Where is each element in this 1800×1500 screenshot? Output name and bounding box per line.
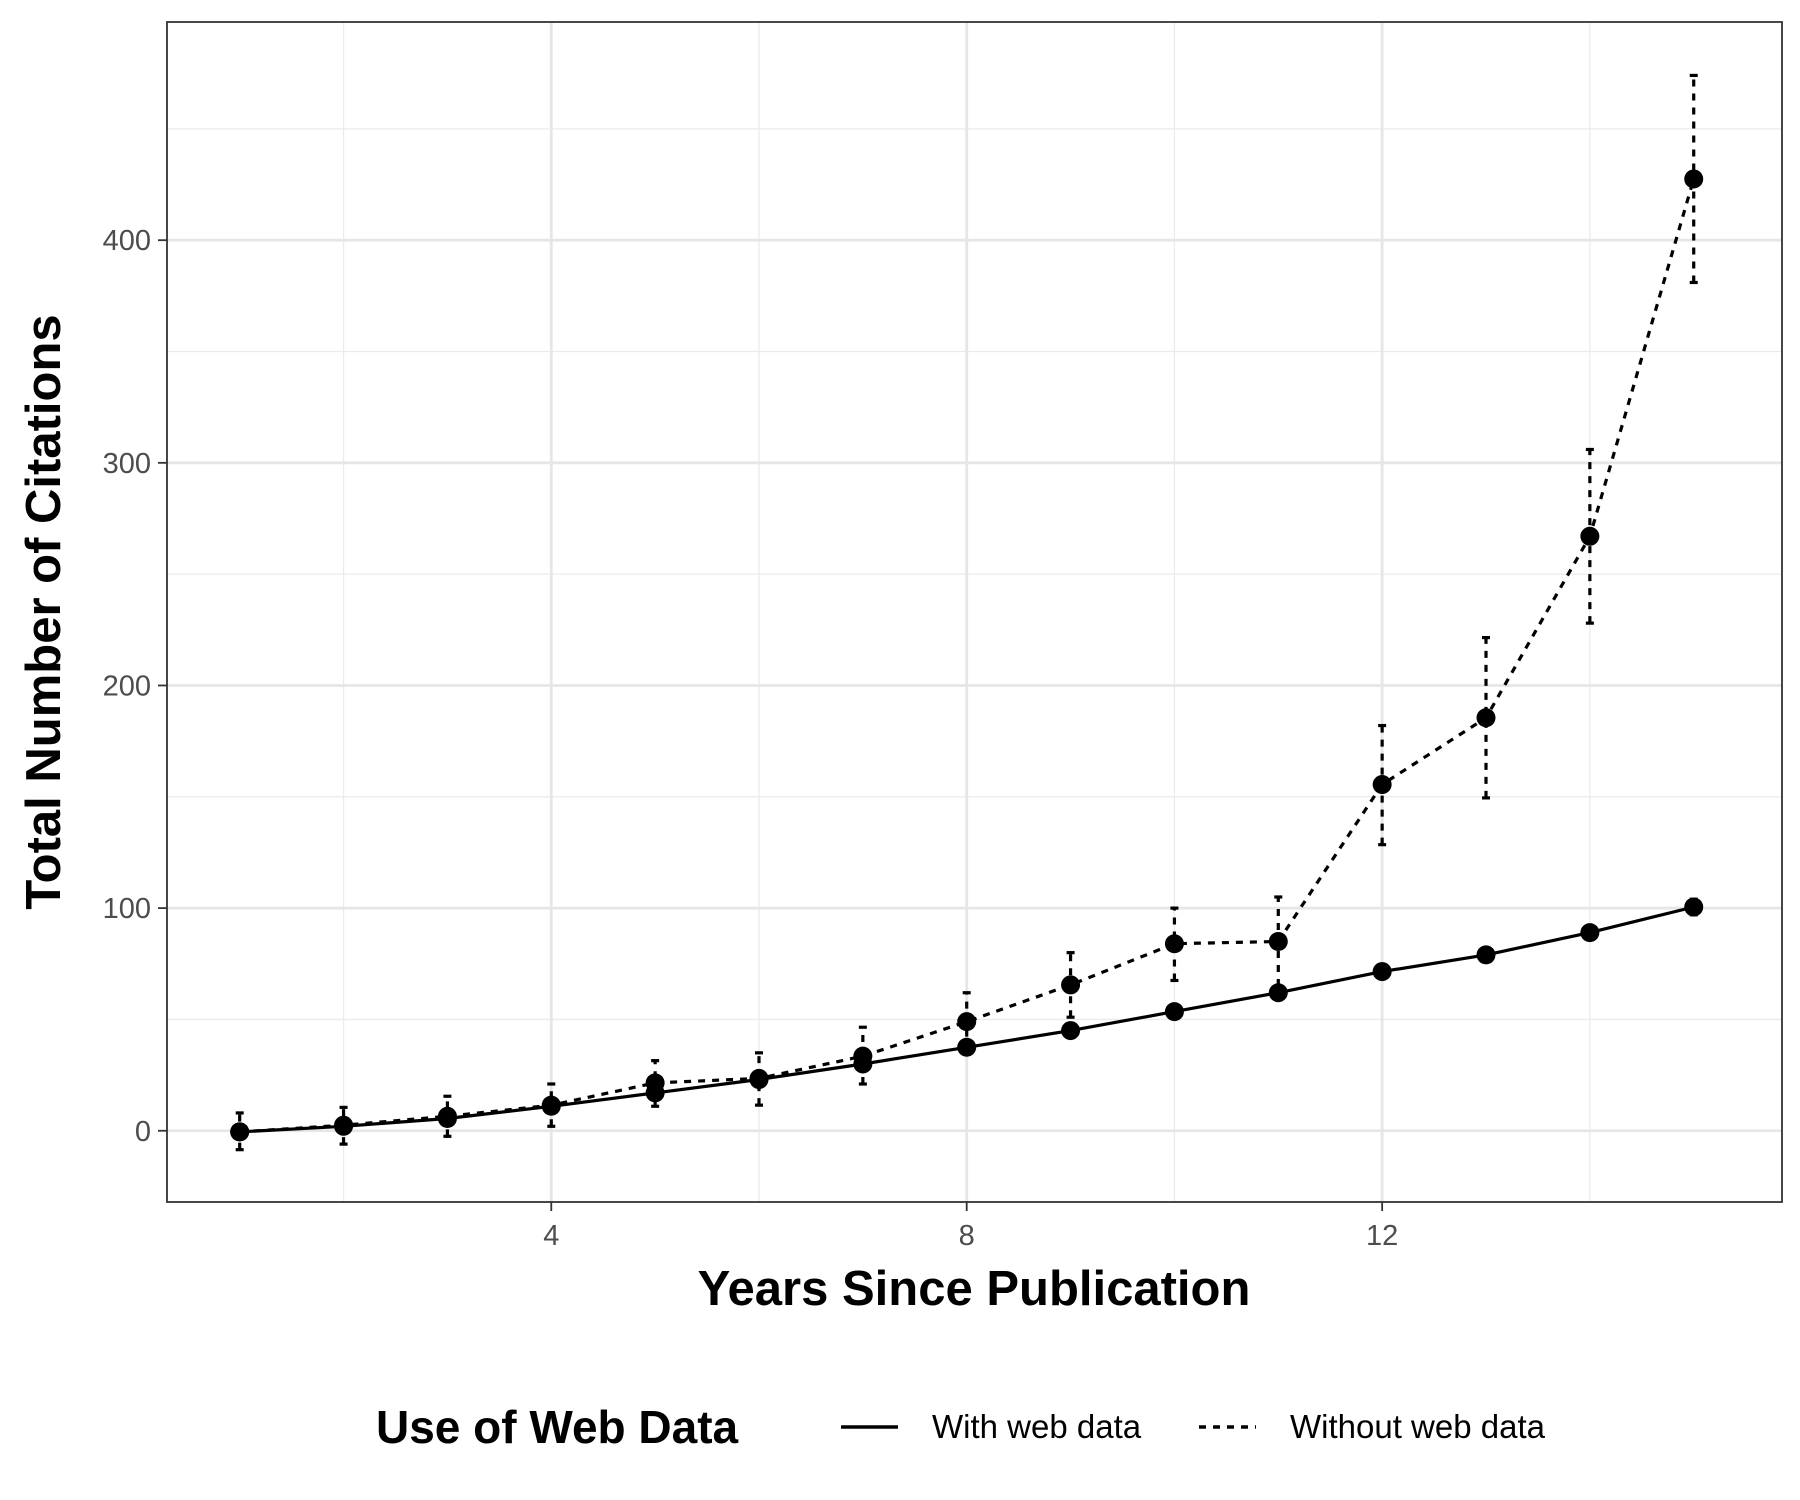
data-series xyxy=(230,73,1704,1152)
x-tick-label: 4 xyxy=(543,1220,559,1252)
data-point-without-web-data xyxy=(1061,975,1081,995)
y-tick-label: 300 xyxy=(103,448,151,480)
series-line-without-web-data xyxy=(239,178,1696,1134)
x-tick-label: 12 xyxy=(1366,1220,1398,1252)
legend: Use of Web Data With web data Without we… xyxy=(376,1401,1546,1453)
data-point-without-web-data xyxy=(230,1122,250,1142)
legend-label-without-web-data: Without web data xyxy=(1290,1408,1546,1445)
data-point-with-web-data xyxy=(1372,962,1392,982)
y-tick-label: 200 xyxy=(103,670,151,702)
x-tick-label: 8 xyxy=(959,1220,975,1252)
data-point-without-web-data xyxy=(957,1012,977,1032)
y-tick-label: 400 xyxy=(103,225,151,257)
plot-border xyxy=(166,21,1783,1203)
axes: 4 8 12 0 100 200 300 400 xyxy=(103,225,1399,1252)
data-point-without-web-data xyxy=(1684,169,1704,189)
legend-title: Use of Web Data xyxy=(376,1401,739,1453)
series-without-web-data xyxy=(230,73,1704,1152)
y-tick-label: 100 xyxy=(103,893,151,925)
data-point-with-web-data xyxy=(1061,1021,1081,1041)
data-point-without-web-data xyxy=(334,1115,354,1135)
data-point-with-web-data xyxy=(1476,945,1496,965)
data-point-with-web-data xyxy=(1164,1002,1184,1022)
legend-label-with-web-data: With web data xyxy=(932,1408,1142,1445)
data-point-without-web-data xyxy=(437,1106,457,1126)
minor-gridlines xyxy=(167,22,1782,1202)
x-axis-title: Years Since Publication xyxy=(698,1262,1251,1316)
data-point-with-web-data xyxy=(1684,897,1704,917)
data-point-without-web-data xyxy=(1476,708,1496,728)
data-point-without-web-data xyxy=(645,1073,665,1093)
data-point-without-web-data xyxy=(853,1046,873,1066)
data-point-without-web-data xyxy=(749,1068,769,1088)
data-point-without-web-data xyxy=(1164,934,1184,954)
data-point-without-web-data xyxy=(1372,775,1392,795)
data-point-with-web-data xyxy=(1268,983,1288,1003)
data-point-without-web-data xyxy=(541,1095,561,1115)
data-point-without-web-data xyxy=(1268,932,1288,952)
data-point-without-web-data xyxy=(1580,526,1600,546)
data-point-with-web-data xyxy=(1580,923,1600,943)
y-tick-label: 0 xyxy=(135,1116,151,1148)
y-axis-title: Total Number of Citations xyxy=(17,314,71,909)
plot-panel xyxy=(167,22,1782,1202)
